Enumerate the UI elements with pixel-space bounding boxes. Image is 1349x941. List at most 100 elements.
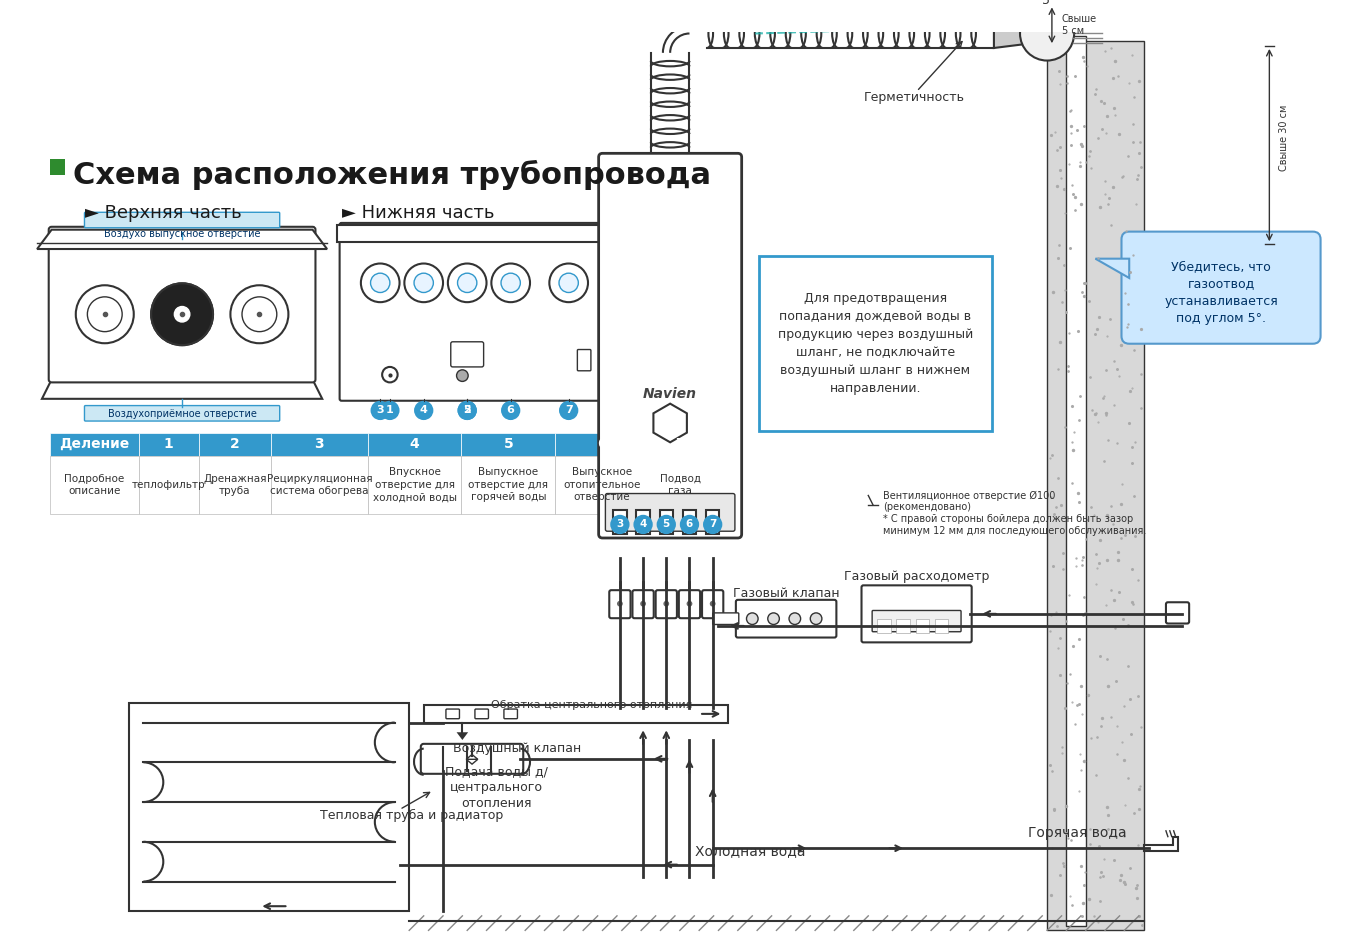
Circle shape <box>456 370 468 381</box>
Polygon shape <box>467 755 478 759</box>
Text: Обратка центрального отопления: Обратка центрального отопления <box>491 700 693 710</box>
FancyBboxPatch shape <box>759 256 992 431</box>
Text: Воздухо выпускное отверстие: Воздухо выпускное отверстие <box>104 229 260 239</box>
FancyBboxPatch shape <box>606 493 735 532</box>
Circle shape <box>657 515 676 534</box>
Text: 6: 6 <box>507 406 514 415</box>
Text: ► Нижняя часть: ► Нижняя часть <box>341 203 494 221</box>
Text: Выпускное
отопительное
отверстие: Выпускное отопительное отверстие <box>564 468 641 502</box>
FancyBboxPatch shape <box>701 590 723 618</box>
FancyBboxPatch shape <box>637 510 650 534</box>
Circle shape <box>371 273 390 293</box>
Circle shape <box>558 273 579 293</box>
FancyBboxPatch shape <box>461 433 556 455</box>
Text: Рециркуляционная
система обогрева: Рециркуляционная система обогрева <box>267 473 372 496</box>
FancyBboxPatch shape <box>85 406 279 421</box>
FancyBboxPatch shape <box>679 590 700 618</box>
FancyBboxPatch shape <box>85 213 279 228</box>
FancyBboxPatch shape <box>873 611 960 631</box>
Text: 4: 4 <box>410 438 420 452</box>
Text: Дренажная
труба: Дренажная труба <box>202 473 267 496</box>
FancyBboxPatch shape <box>50 455 139 514</box>
Circle shape <box>680 515 699 534</box>
Circle shape <box>687 600 692 607</box>
FancyBboxPatch shape <box>337 225 603 242</box>
Text: 5: 5 <box>662 519 670 530</box>
FancyBboxPatch shape <box>683 510 696 534</box>
Circle shape <box>634 515 653 534</box>
Text: 5: 5 <box>464 406 471 415</box>
Circle shape <box>616 600 623 607</box>
Polygon shape <box>1144 837 1178 851</box>
Polygon shape <box>38 230 326 249</box>
FancyBboxPatch shape <box>610 590 630 618</box>
Text: Убедитесь, что
газоотвод
устанавливается
под углом 5°.: Убедитесь, что газоотвод устанавливается… <box>1164 261 1278 325</box>
Circle shape <box>610 515 630 534</box>
Circle shape <box>457 401 476 420</box>
FancyBboxPatch shape <box>1047 41 1144 931</box>
Text: Газовый клапан: Газовый клапан <box>733 587 839 600</box>
Circle shape <box>789 613 800 625</box>
Text: Подробное
описание: Подробное описание <box>63 473 124 496</box>
FancyBboxPatch shape <box>556 433 649 455</box>
FancyBboxPatch shape <box>633 590 654 618</box>
FancyBboxPatch shape <box>877 619 890 632</box>
Text: 2: 2 <box>229 438 240 452</box>
FancyBboxPatch shape <box>706 510 719 534</box>
Text: Тепловая труба и радиатор: Тепловая труба и радиатор <box>320 809 503 822</box>
Text: 6: 6 <box>685 519 693 530</box>
Text: 3: 3 <box>616 519 623 530</box>
Text: Герметичность: Герметичность <box>863 91 965 104</box>
FancyBboxPatch shape <box>896 619 909 632</box>
Text: 7: 7 <box>710 519 716 530</box>
FancyBboxPatch shape <box>461 455 556 514</box>
Circle shape <box>380 401 399 420</box>
Text: Для предотвращения
попадания дождевой воды в
продукцию через воздушный
шланг, не: Для предотвращения попадания дождевой во… <box>778 292 973 394</box>
FancyBboxPatch shape <box>139 455 198 514</box>
Polygon shape <box>653 404 687 442</box>
FancyBboxPatch shape <box>368 455 461 514</box>
Text: 1: 1 <box>386 406 394 415</box>
FancyBboxPatch shape <box>505 710 518 719</box>
Polygon shape <box>456 732 468 740</box>
Text: Схема расположения трубопровода: Схема расположения трубопровода <box>73 160 711 190</box>
Circle shape <box>414 401 433 420</box>
Text: 2: 2 <box>463 406 471 415</box>
FancyBboxPatch shape <box>1166 602 1188 624</box>
Text: 5°: 5° <box>1043 0 1056 8</box>
FancyBboxPatch shape <box>340 223 599 401</box>
Text: 3: 3 <box>376 406 384 415</box>
Text: 7: 7 <box>565 406 572 415</box>
FancyBboxPatch shape <box>556 455 649 514</box>
FancyBboxPatch shape <box>916 619 929 632</box>
Circle shape <box>710 600 715 607</box>
FancyBboxPatch shape <box>1067 37 1086 926</box>
Circle shape <box>768 613 780 625</box>
FancyBboxPatch shape <box>421 743 523 774</box>
Text: Воздухоприёмное отверстие: Воздухоприёмное отверстие <box>108 409 256 420</box>
FancyBboxPatch shape <box>656 590 677 618</box>
FancyBboxPatch shape <box>49 227 316 382</box>
Circle shape <box>414 273 433 293</box>
FancyBboxPatch shape <box>649 433 712 455</box>
Polygon shape <box>42 379 322 399</box>
FancyBboxPatch shape <box>599 153 742 538</box>
FancyBboxPatch shape <box>735 599 836 638</box>
Text: Холодная вода: Холодная вода <box>695 844 805 858</box>
Text: 4: 4 <box>420 406 428 415</box>
Text: Navien: Navien <box>643 387 697 401</box>
FancyBboxPatch shape <box>649 455 712 514</box>
FancyBboxPatch shape <box>139 433 198 455</box>
Polygon shape <box>467 759 478 764</box>
Text: Вентиляционное отверстие Ø100
(рекомендовано)
* С правой стороны бойлера должен : Вентиляционное отверстие Ø100 (рекомендо… <box>882 490 1147 535</box>
FancyBboxPatch shape <box>424 705 728 723</box>
FancyBboxPatch shape <box>451 342 484 367</box>
Circle shape <box>500 401 521 420</box>
Circle shape <box>151 283 213 345</box>
Text: 5: 5 <box>503 438 513 452</box>
Circle shape <box>371 401 390 420</box>
Text: ► Верхняя часть: ► Верхняя часть <box>85 203 243 221</box>
Text: Выпускное
отверстие для
горячей воды: Выпускное отверстие для горячей воды <box>468 468 548 502</box>
FancyBboxPatch shape <box>50 433 139 455</box>
Text: Впускное
отверстие для
холодной воды: Впускное отверстие для холодной воды <box>372 468 456 502</box>
